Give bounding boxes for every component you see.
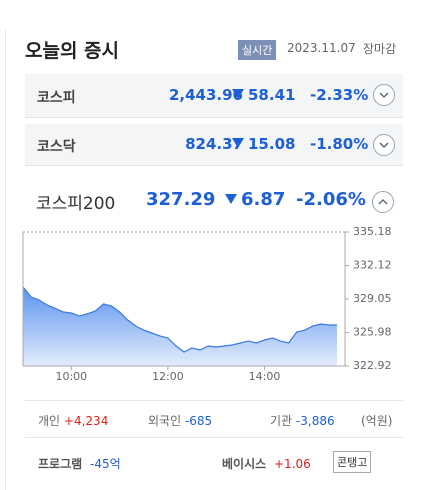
investor-label: 개인 <box>38 414 61 428</box>
index-name: 코스피200 <box>36 194 116 214</box>
program-label: 프로그램 <box>38 457 83 471</box>
index-name: 코스피 <box>37 90 76 106</box>
y-tick-label: 325.98 <box>353 326 392 339</box>
investor-label: 기관 <box>270 414 293 428</box>
index-row[interactable]: 코스피 2,443.96 58.41 -2.33% <box>25 74 403 118</box>
x-tick-label: 12:00 <box>152 370 184 383</box>
area <box>23 287 337 366</box>
line <box>22 286 337 353</box>
index-change: 15.08 <box>232 135 295 153</box>
program-value: -45억 <box>90 457 121 471</box>
change-value: 15.08 <box>248 135 296 153</box>
index-value: 2,443.96 <box>168 86 243 104</box>
index-name: 코스닥 <box>37 139 76 155</box>
expand-button[interactable] <box>373 134 395 156</box>
y-tick-label: 322.92 <box>353 359 392 372</box>
basis-status: 콘탱고 <box>333 451 372 473</box>
divider <box>25 400 403 401</box>
program: 프로그램 -45억 <box>38 455 121 472</box>
investors: 기관 -3,886 <box>270 412 335 429</box>
investors: 외국인 -685 <box>148 412 212 429</box>
index-row[interactable]: 코스닥 824.37 15.08 -1.80% <box>25 124 403 166</box>
divider <box>25 437 403 438</box>
index-change: 58.41 <box>232 86 295 104</box>
x-tick-label: 14:00 <box>249 370 281 383</box>
side-border <box>5 30 6 490</box>
title: 오늘의 증시 <box>25 40 120 62</box>
y-tick-label: 332.12 <box>353 258 392 271</box>
basis: 베이시스 +1.06 <box>222 455 311 472</box>
index-rate: -2.06% <box>296 189 366 210</box>
index-value: 824.37 <box>185 135 243 153</box>
y-tick-label: 329.05 <box>353 292 392 305</box>
change-value: 58.41 <box>248 86 296 104</box>
investor-label: 외국인 <box>148 414 182 428</box>
status: 장마감 <box>363 42 397 56</box>
investor-value: -3,886 <box>295 414 335 428</box>
basis-value: +1.06 <box>274 457 311 471</box>
change-value: 6.87 <box>241 189 286 210</box>
x-tick-label: 10:00 <box>55 370 87 383</box>
index-change: 6.87 <box>225 189 285 210</box>
unit: (억원) <box>361 414 393 428</box>
collapse-button[interactable] <box>372 191 394 213</box>
index-value: 327.29 <box>146 189 216 210</box>
y-tick-label: 335.18 <box>353 225 392 238</box>
chart: 322.92 325.98 329.05 332.12 335.18 10:00 12:00… <box>22 225 392 383</box>
basis-label: 베이시스 <box>222 457 267 471</box>
investor-value: -685 <box>184 414 213 428</box>
index-rate: -1.80% <box>310 135 369 153</box>
investor-value: +4,234 <box>63 414 109 428</box>
date: 2023.11.07 <box>287 41 356 55</box>
badge: 실시간 <box>238 40 277 60</box>
expand-button[interactable] <box>373 84 395 106</box>
index-rate: -2.33% <box>310 86 369 104</box>
investors: 개인 +4,234 <box>38 412 108 429</box>
